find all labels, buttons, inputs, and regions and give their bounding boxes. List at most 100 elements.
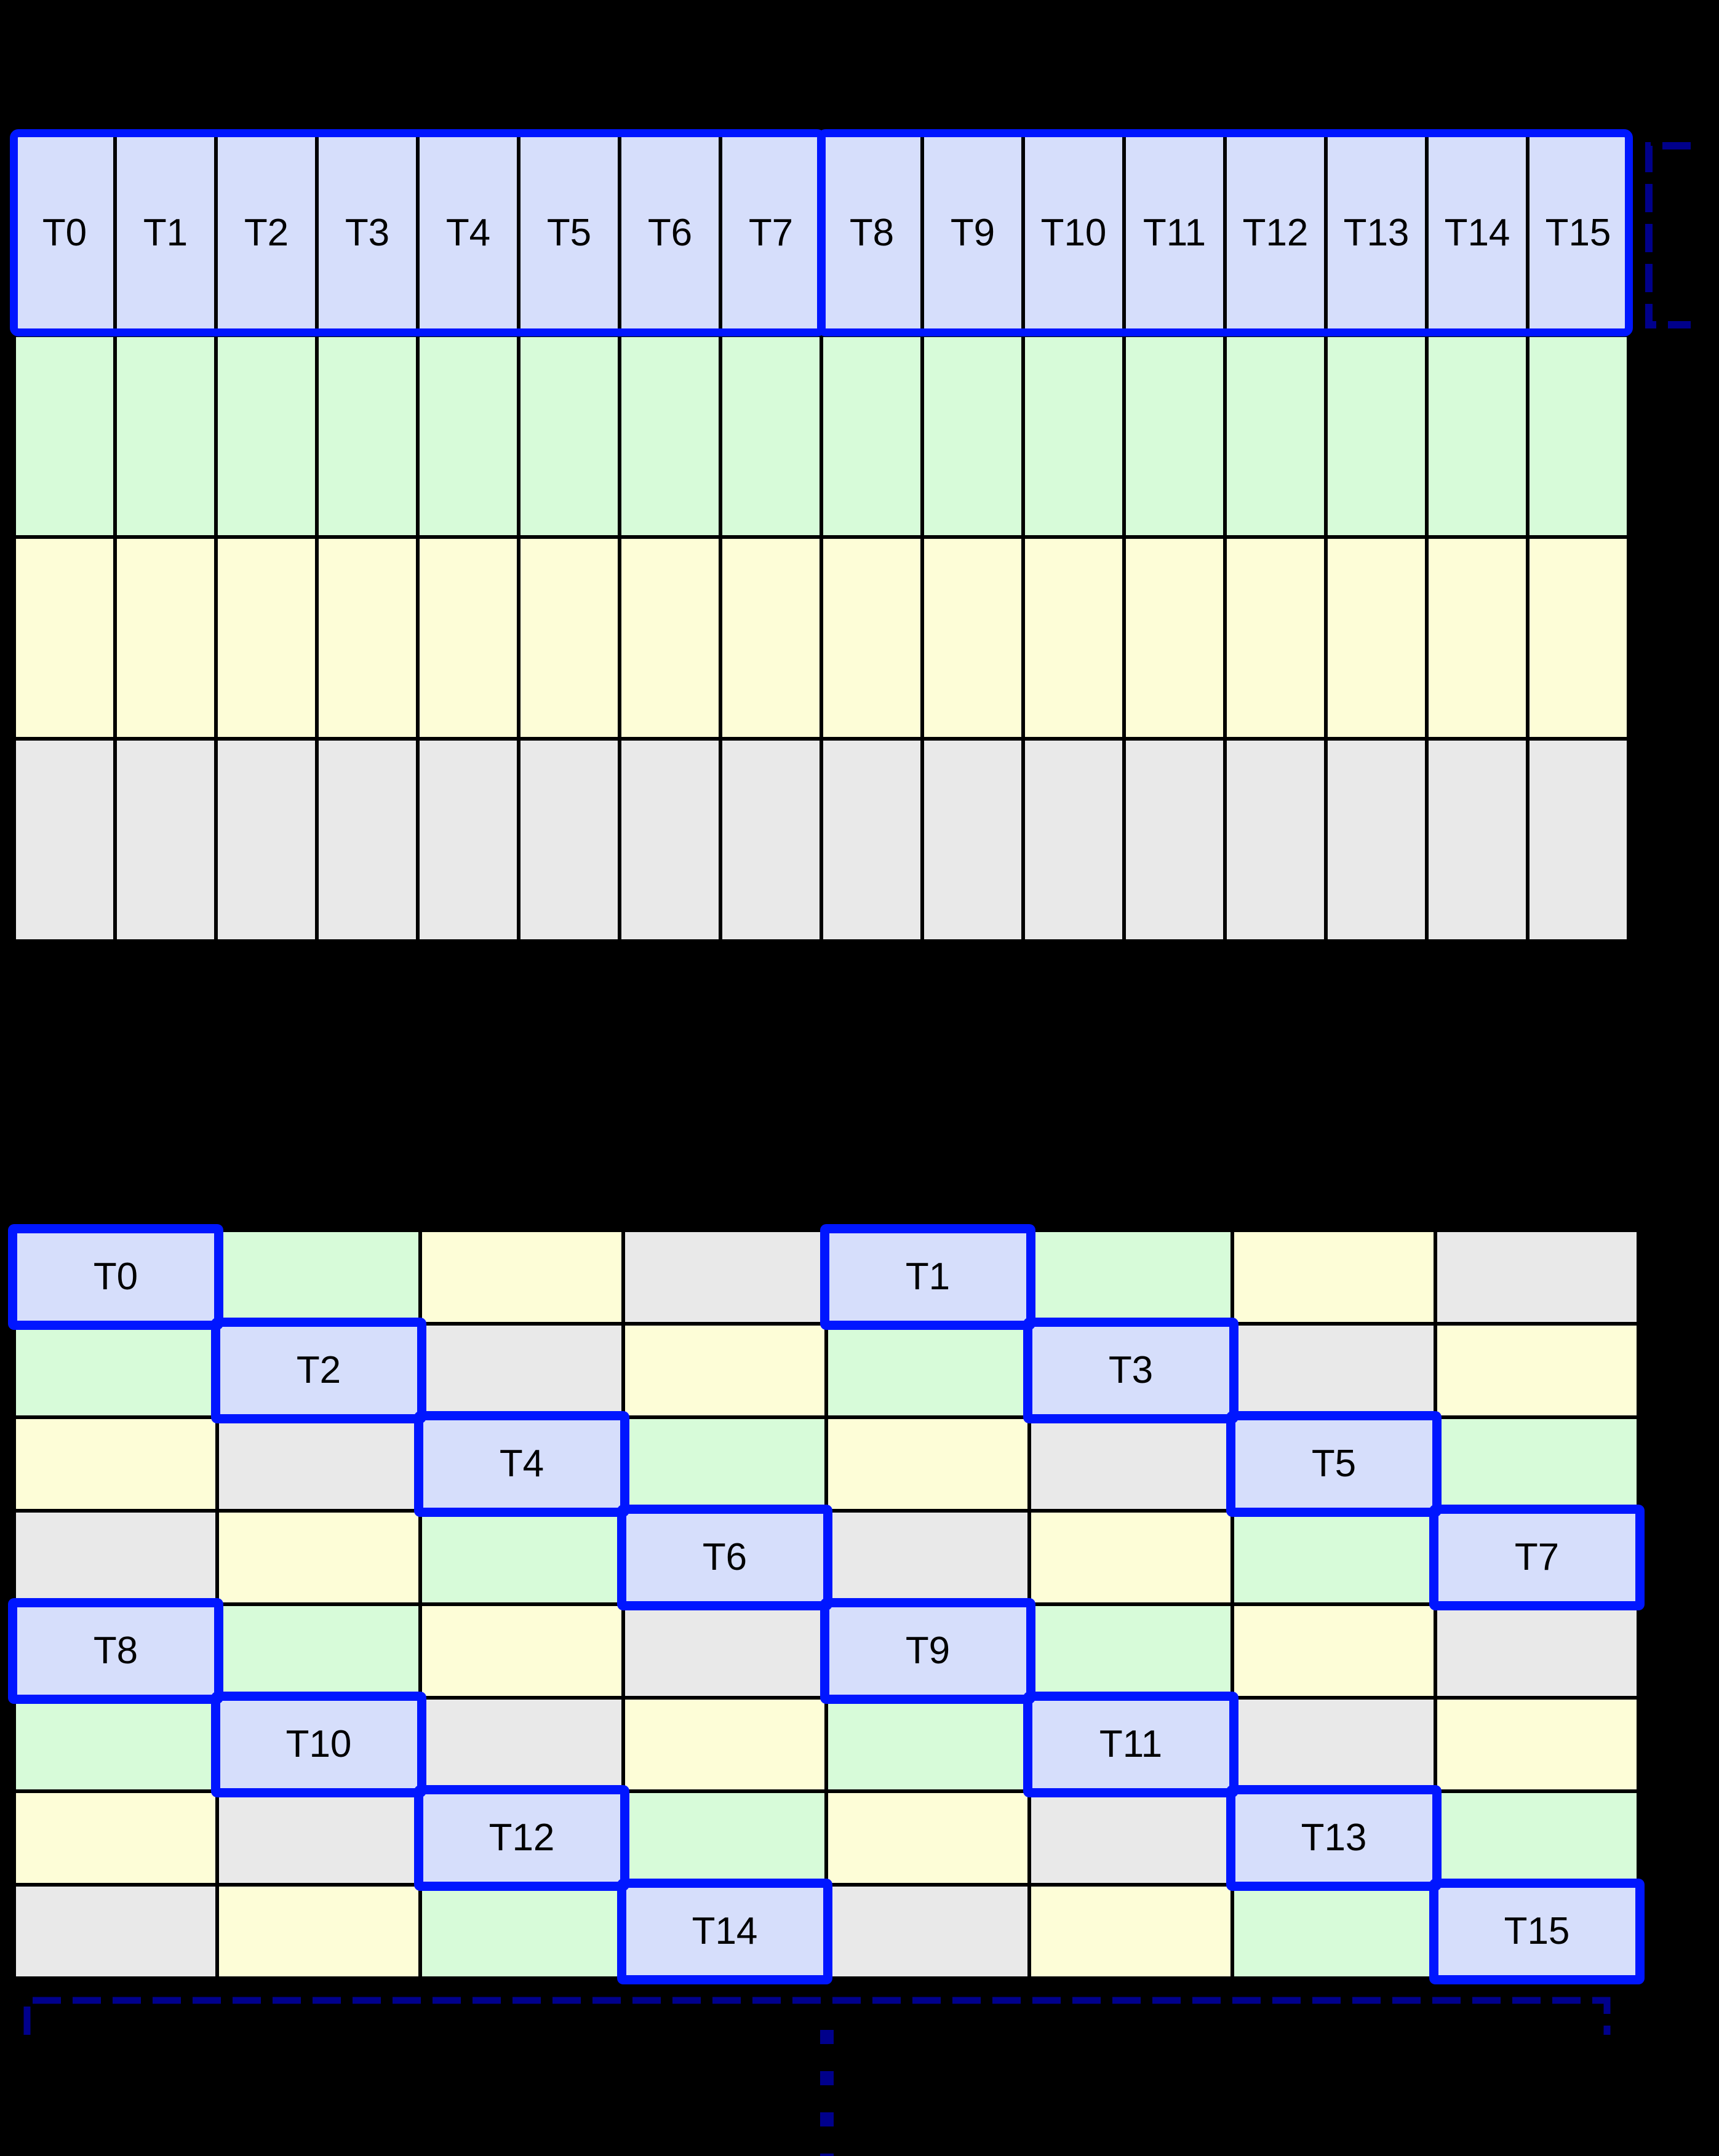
- thread-label: T11: [1099, 1723, 1163, 1765]
- top-grid-cell-T11: T11: [1124, 130, 1225, 335]
- top-grid-cell-r3c7: [720, 739, 821, 941]
- bottom-grid-cell-r6c7: [1435, 1791, 1638, 1885]
- bottom-grid-cell-r0c1: [217, 1230, 420, 1324]
- top-grid-cell-T12: T12: [1225, 130, 1326, 335]
- thread-label: T15: [1504, 1910, 1570, 1952]
- top-grid-cell-r1c11: [1124, 335, 1225, 537]
- thread-label: T4: [499, 1442, 544, 1485]
- top-grid-cell-T8: T8: [821, 130, 922, 335]
- top-grid-cell-r1c12: [1225, 335, 1326, 537]
- thread-label: T9: [905, 1629, 951, 1672]
- top-grid-cell-r1c2: [216, 335, 317, 537]
- top-grid-cell-r3c14: [1427, 739, 1528, 941]
- bottom-grid-cell-T3: T3: [1029, 1324, 1232, 1417]
- row-height-bracket-icon: [1645, 142, 1691, 328]
- bottom-grid-cell-r6c5: [1029, 1791, 1232, 1885]
- top-grid-cell-r1c9: [922, 335, 1023, 537]
- top-grid-cell-r3c1: [115, 739, 216, 941]
- top-grid-cell-T7: T7: [720, 130, 821, 335]
- bottom-grid-cell-r1c7: [1435, 1324, 1638, 1417]
- bottom-grid-cell-r3c1: [217, 1511, 420, 1604]
- top-grid-cell-T9: T9: [922, 130, 1023, 335]
- bottom-grid-cell-T1: T1: [826, 1230, 1029, 1324]
- bottom-grid-cell-r0c2: [420, 1230, 623, 1324]
- top-grid-cell-r1c13: [1326, 335, 1427, 537]
- top-grid-cell-r1c14: [1427, 335, 1528, 537]
- bottom-grid-cell-r5c6: [1232, 1698, 1435, 1791]
- bottom-grid-cell-T14: T14: [623, 1885, 826, 1978]
- thread-label: T13: [1301, 1816, 1367, 1859]
- top-grid-cell-r2c5: [519, 537, 620, 739]
- thread-label: T13: [1343, 211, 1410, 254]
- thread-label: T2: [296, 1349, 341, 1391]
- thread-label: T6: [702, 1536, 748, 1578]
- bottom-grid-cell-r7c4: [826, 1885, 1029, 1978]
- thread-label: T8: [849, 211, 895, 254]
- bottom-grid-cell-r0c5: [1029, 1230, 1232, 1324]
- top-grid-cell-r3c15: [1528, 739, 1629, 941]
- top-grid-cell-r1c4: [418, 335, 519, 537]
- thread-label: T1: [905, 1255, 951, 1298]
- bottom-grid-cell-r7c6: [1232, 1885, 1435, 1978]
- top-grid-cell-r2c8: [821, 537, 922, 739]
- bottom-grid-cell-T4: T4: [420, 1417, 623, 1511]
- thread-label: T14: [692, 1910, 758, 1952]
- bottom-grid-cell-r2c4: [826, 1417, 1029, 1511]
- top-grid-cell-r1c8: [821, 335, 922, 537]
- thread-label: T1: [143, 211, 188, 254]
- bottom-grid-cell-r4c1: [217, 1604, 420, 1698]
- bottom-grid-cell-r1c0: [14, 1324, 217, 1417]
- top-grid-cell-r3c4: [418, 739, 519, 941]
- top-grid-cell-r1c6: [620, 335, 720, 537]
- top-grid-cell-r2c0: [14, 537, 115, 739]
- bottom-grid-cell-r3c5: [1029, 1511, 1232, 1604]
- thread-label: T10: [1040, 211, 1107, 254]
- thread-label: T11: [1143, 211, 1206, 254]
- bottom-grid-cell-T2: T2: [217, 1324, 420, 1417]
- thread-label: T0: [42, 211, 87, 254]
- bottom-grid-cell-r0c3: [623, 1230, 826, 1324]
- bottom-grid-cell-r5c2: [420, 1698, 623, 1791]
- top-grid-cell-r1c3: [317, 335, 418, 537]
- top-grid-cell-T4: T4: [418, 130, 519, 335]
- thread-label: T7: [748, 211, 794, 254]
- top-grid-cell-r2c1: [115, 537, 216, 739]
- top-grid-cell-T6: T6: [620, 130, 720, 335]
- thread-label: T5: [546, 211, 592, 254]
- top-grid-cell-r3c12: [1225, 739, 1326, 941]
- thread-label: T5: [1311, 1442, 1357, 1485]
- bottom-grid-cell-r2c5: [1029, 1417, 1232, 1511]
- top-grid-cell-r2c15: [1528, 537, 1629, 739]
- thread-label: T0: [93, 1255, 138, 1298]
- top-grid-cell-r1c0: [14, 335, 115, 537]
- bottom-grid-cell-r1c4: [826, 1324, 1029, 1417]
- top-grid-cell-r2c7: [720, 537, 821, 739]
- top-grid-cell-r2c6: [620, 537, 720, 739]
- top-grid-cell-r2c9: [922, 537, 1023, 739]
- bottom-grid-cell-r5c0: [14, 1698, 217, 1791]
- top-grid-cell-r3c5: [519, 739, 620, 941]
- top-grid-cell-r2c14: [1427, 537, 1528, 739]
- bottom-grid-cell-T11: T11: [1029, 1698, 1232, 1791]
- bottom-grid-cell-r5c4: [826, 1698, 1029, 1791]
- top-grid-cell-r3c13: [1326, 739, 1427, 941]
- bottom-grid-cell-r6c0: [14, 1791, 217, 1885]
- top-grid-cell-r3c2: [216, 739, 317, 941]
- bottom-grid-cell-r4c7: [1435, 1604, 1638, 1698]
- bottom-grid-cell-T15: T15: [1435, 1885, 1638, 1978]
- bottom-grid-cell-T8: T8: [14, 1604, 217, 1698]
- bottom-grid-cell-r6c3: [623, 1791, 826, 1885]
- bottom-grid-cell-r3c6: [1232, 1511, 1435, 1604]
- bottom-grid-cell-r3c4: [826, 1511, 1029, 1604]
- top-grid-cell-r2c4: [418, 537, 519, 739]
- top-grid-cell-r3c6: [620, 739, 720, 941]
- top-grid-cell-T1: T1: [115, 130, 216, 335]
- thread-label: T12: [489, 1816, 555, 1859]
- bottom-grid-cell-r1c3: [623, 1324, 826, 1417]
- bottom-grid-cell-r2c0: [14, 1417, 217, 1511]
- bottom-grid-cell-r3c2: [420, 1511, 623, 1604]
- bottom-grid-cell-r4c5: [1029, 1604, 1232, 1698]
- bottom-grid-cell-r7c0: [14, 1885, 217, 1978]
- top-grid-cell-T14: T14: [1427, 130, 1528, 335]
